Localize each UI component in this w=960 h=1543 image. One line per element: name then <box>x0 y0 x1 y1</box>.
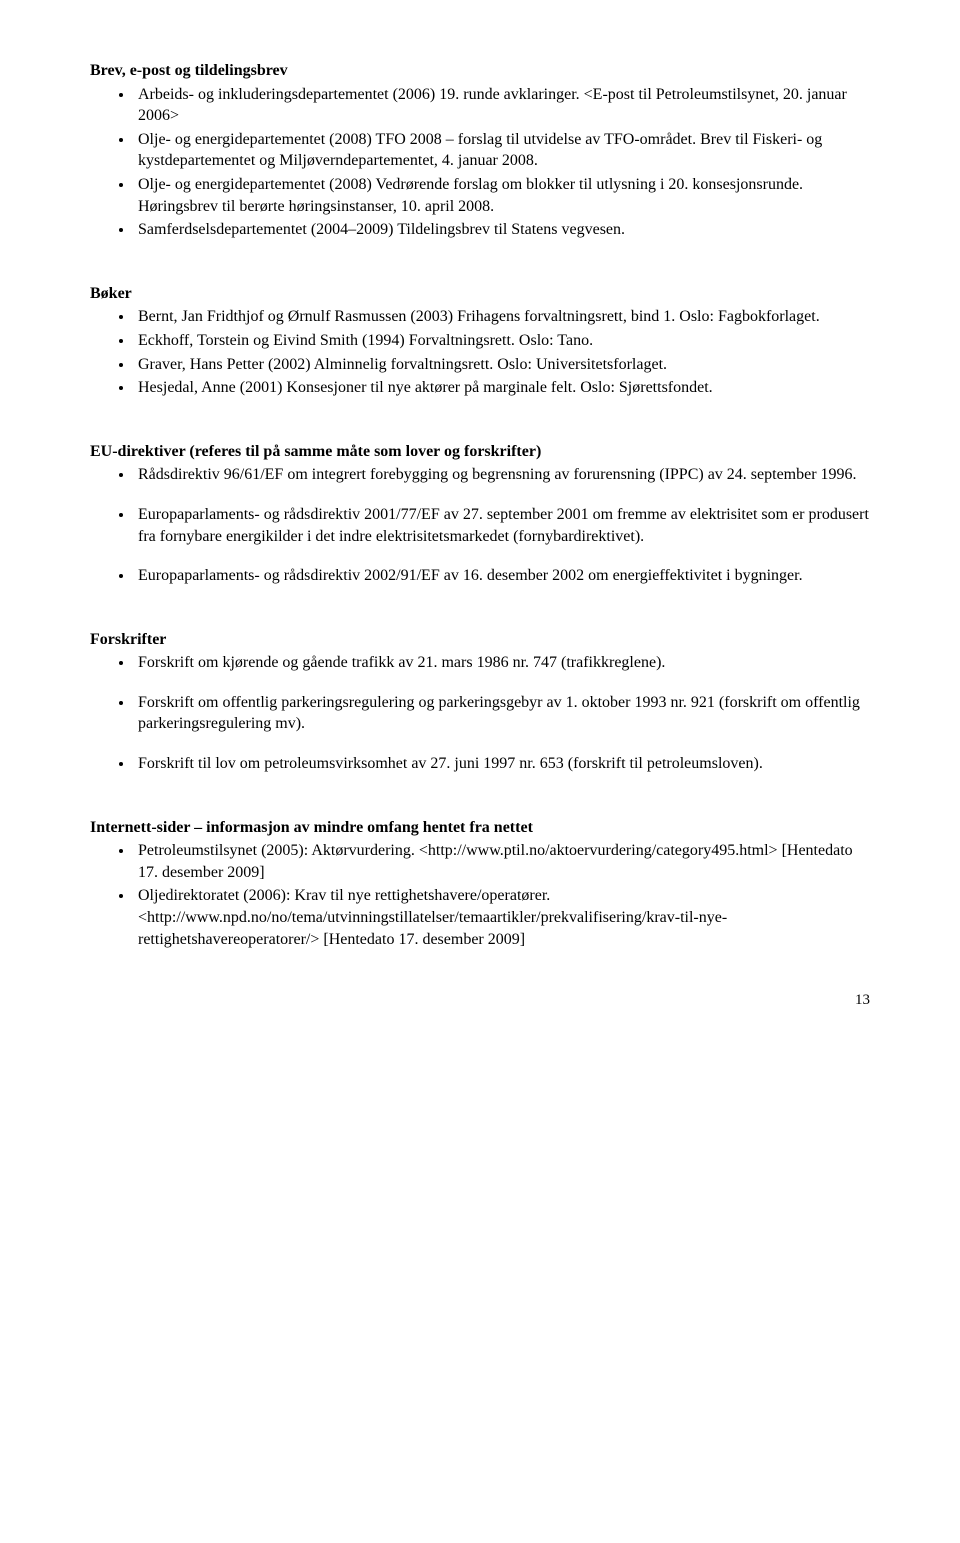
brev-list: Arbeids- og inkluderingsdepartementet (2… <box>90 84 870 241</box>
boker-title: Bøker <box>90 283 870 305</box>
forskrifter-list-2: Forskrift om offentlig parkeringsreguler… <box>90 692 870 735</box>
list-item: Eckhoff, Torstein og Eivind Smith (1994)… <box>134 330 870 352</box>
forskrifter-list-3: Forskrift til lov om petroleumsvirksomhe… <box>90 753 870 775</box>
forskrifter-title: Forskrifter <box>90 629 870 651</box>
list-item: Olje- og energidepartementet (2008) Vedr… <box>134 174 870 217</box>
list-item: Oljedirektoratet (2006): Krav til nye re… <box>134 885 870 950</box>
list-item: Forskrift til lov om petroleumsvirksomhe… <box>134 753 870 775</box>
list-item: Bernt, Jan Fridthjof og Ørnulf Rasmussen… <box>134 306 870 328</box>
list-item: Forskrift om kjørende og gående trafikk … <box>134 652 870 674</box>
forskrifter-list: Forskrift om kjørende og gående trafikk … <box>90 652 870 674</box>
boker-list: Bernt, Jan Fridthjof og Ørnulf Rasmussen… <box>90 306 870 398</box>
eu-list: Rådsdirektiv 96/61/EF om integrert foreb… <box>90 464 870 486</box>
list-item: Samferdselsdepartementet (2004–2009) Til… <box>134 219 870 241</box>
list-item: Europaparlaments- og rådsdirektiv 2001/7… <box>134 504 870 547</box>
page-number: 13 <box>90 990 870 1010</box>
list-item: Europaparlaments- og rådsdirektiv 2002/9… <box>134 565 870 587</box>
internett-title: Internett-sider – informasjon av mindre … <box>90 817 870 839</box>
brev-title: Brev, e-post og tildelingsbrev <box>90 60 870 82</box>
list-item: Petroleumstilsynet (2005): Aktørvurderin… <box>134 840 870 883</box>
list-item: Graver, Hans Petter (2002) Alminnelig fo… <box>134 354 870 376</box>
list-item: Olje- og energidepartementet (2008) TFO … <box>134 129 870 172</box>
internett-list: Petroleumstilsynet (2005): Aktørvurderin… <box>90 840 870 950</box>
list-item: Hesjedal, Anne (2001) Konsesjoner til ny… <box>134 377 870 399</box>
eu-title: EU-direktiver (referes til på samme måte… <box>90 441 870 463</box>
list-item: Arbeids- og inkluderingsdepartementet (2… <box>134 84 870 127</box>
list-item: Forskrift om offentlig parkeringsreguler… <box>134 692 870 735</box>
list-item: Rådsdirektiv 96/61/EF om integrert foreb… <box>134 464 870 486</box>
eu-list-2: Europaparlaments- og rådsdirektiv 2001/7… <box>90 504 870 547</box>
eu-list-3: Europaparlaments- og rådsdirektiv 2002/9… <box>90 565 870 587</box>
